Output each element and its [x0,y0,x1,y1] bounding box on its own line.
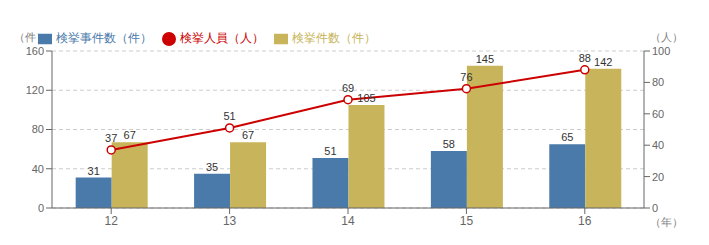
svg-text:13: 13 [223,214,237,228]
svg-text:（年）: （年） [650,216,683,228]
svg-text:14: 14 [341,214,355,228]
svg-text:100: 100 [652,45,670,57]
svg-text:80: 80 [652,76,664,88]
svg-text:12: 12 [105,214,119,228]
svg-text:105: 105 [357,92,375,104]
svg-text:40: 40 [32,163,44,175]
svg-text:76: 76 [460,71,472,83]
svg-text:（人）: （人） [650,31,683,43]
svg-text:20: 20 [652,171,664,183]
svg-text:35: 35 [206,161,218,173]
svg-text:69: 69 [342,82,354,94]
svg-text:160: 160 [26,45,44,57]
svg-text:88: 88 [579,52,591,64]
svg-text:16: 16 [578,214,592,228]
svg-text:145: 145 [476,53,494,65]
svg-text:58: 58 [443,138,455,150]
svg-text:67: 67 [124,129,136,141]
svg-text:31: 31 [88,165,100,177]
svg-text:142: 142 [594,56,612,68]
svg-text:37: 37 [105,132,117,144]
svg-text:65: 65 [561,131,573,143]
svg-text:67: 67 [242,129,254,141]
svg-text:60: 60 [652,108,664,120]
svg-text:120: 120 [26,84,44,96]
svg-text:40: 40 [652,139,664,151]
html-text:検挙事件数（件）: 検挙事件数（件） [56,31,152,45]
svg-text:0: 0 [652,202,658,214]
svg-text:80: 80 [32,123,44,135]
svg-text:（件）: （件） [14,31,47,43]
svg-text:51: 51 [324,145,336,157]
html-text:検挙件数（件）: 検挙件数（件） [292,31,376,45]
svg-text:15: 15 [460,214,474,228]
html-text:検挙人員（人）: 検挙人員（人） [180,31,264,45]
svg-text:51: 51 [223,110,235,122]
svg-text:0: 0 [38,202,44,214]
